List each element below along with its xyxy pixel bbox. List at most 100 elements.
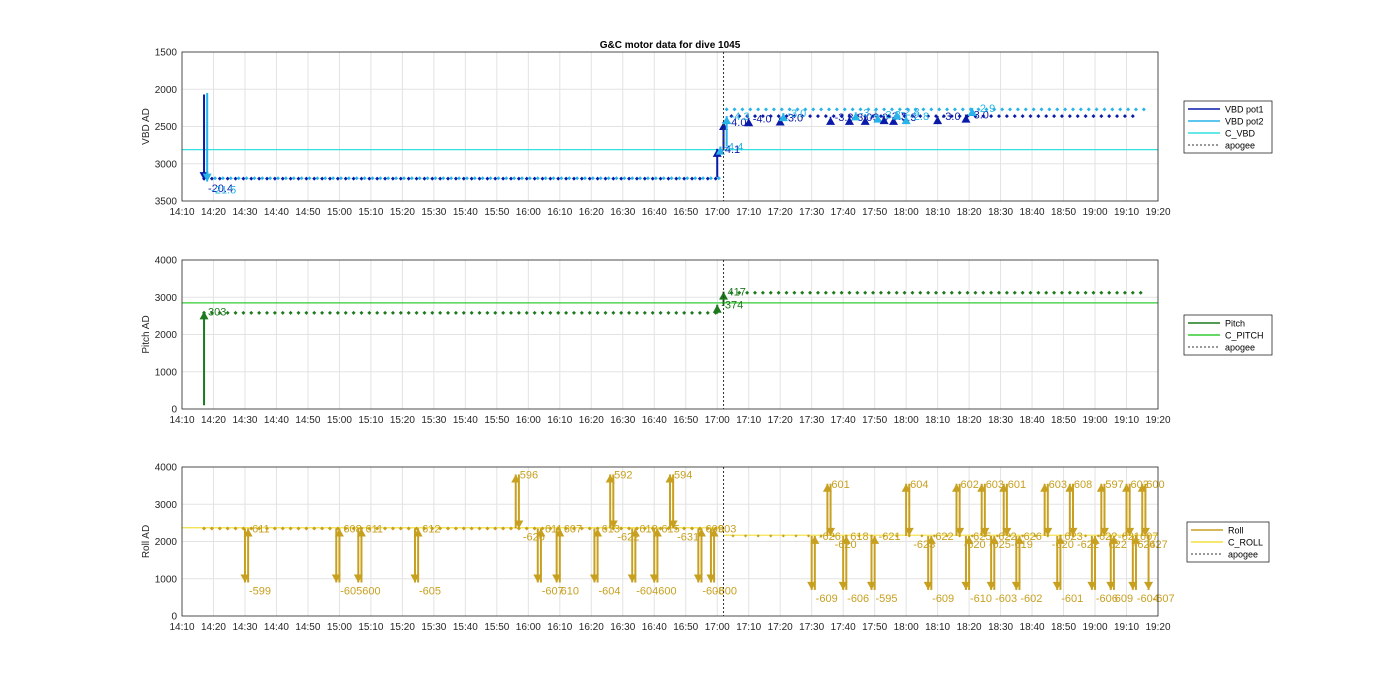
data-marker — [288, 176, 293, 181]
data-marker — [1115, 114, 1120, 119]
move-label: 607 — [564, 523, 582, 535]
data-marker — [1008, 534, 1012, 538]
data-marker — [878, 290, 883, 295]
arrow-head — [826, 116, 836, 125]
data-marker — [826, 107, 831, 112]
x-tick-label: 18:00 — [894, 207, 919, 218]
data-marker — [768, 290, 773, 295]
data-marker — [236, 176, 241, 181]
data-marker — [512, 176, 517, 181]
data-marker — [375, 176, 380, 181]
data-marker — [390, 176, 395, 181]
x-tick-label: 15:10 — [358, 207, 383, 218]
data-marker — [634, 310, 639, 315]
x-tick-label: 14:50 — [295, 415, 320, 426]
x-tick-label: 17:10 — [736, 415, 761, 426]
move-label: 626 — [1023, 531, 1041, 543]
data-marker — [685, 176, 690, 181]
data-marker — [1075, 114, 1080, 119]
data-marker — [571, 526, 576, 531]
x-tick-label: 14:20 — [201, 415, 226, 426]
data-marker — [257, 310, 262, 315]
data-marker — [926, 290, 931, 295]
x-tick-label: 19:00 — [1083, 622, 1108, 633]
data-marker — [823, 290, 828, 295]
data-marker — [949, 114, 954, 119]
arrow-head — [356, 528, 366, 537]
x-tick-label: 14:30 — [232, 415, 257, 426]
x-tick-label: 18:10 — [925, 622, 950, 633]
data-marker — [779, 107, 784, 112]
data-marker — [441, 176, 446, 181]
move-label: -626 — [819, 531, 841, 543]
data-marker — [401, 176, 406, 181]
arrow-head — [1144, 581, 1154, 590]
move-label: -4.4 — [724, 142, 743, 154]
data-marker — [422, 310, 427, 315]
data-marker — [1055, 107, 1060, 112]
data-marker — [548, 526, 553, 531]
x-tick-label: 16:30 — [610, 415, 635, 426]
x-tick-label: 16:30 — [610, 207, 635, 218]
move-label: 618 — [639, 523, 657, 535]
x-tick-label: 16:50 — [673, 415, 698, 426]
x-tick-label: 16:00 — [516, 622, 541, 633]
data-marker — [1130, 290, 1135, 295]
data-marker — [1118, 107, 1123, 112]
x-tick-label: 17:00 — [705, 207, 730, 218]
x-tick-label: 16:10 — [547, 622, 572, 633]
x-tick-label: 15:50 — [484, 207, 509, 218]
data-marker — [516, 176, 521, 181]
data-marker — [598, 176, 603, 181]
data-marker — [808, 290, 813, 295]
arrow-head — [413, 528, 423, 537]
data-marker — [795, 107, 800, 112]
data-marker — [233, 176, 238, 181]
data-marker — [1044, 290, 1049, 295]
data-marker — [559, 176, 564, 181]
y-tick-label: 3500 — [155, 197, 178, 208]
data-marker — [527, 176, 532, 181]
move-label: -3.1 — [860, 107, 879, 119]
data-marker — [937, 107, 942, 112]
data-marker — [438, 310, 443, 315]
data-marker — [217, 526, 222, 531]
data-marker — [603, 310, 608, 315]
data-marker — [918, 114, 923, 119]
x-tick-label: 17:10 — [736, 622, 761, 633]
data-marker — [367, 176, 372, 181]
x-tick-label: 15:20 — [390, 622, 415, 633]
arrow-head — [630, 528, 640, 537]
x-tick-label: 18:10 — [925, 415, 950, 426]
move-label: -604 — [1137, 593, 1159, 605]
arrow-head — [199, 311, 209, 320]
data-marker — [304, 176, 309, 181]
data-marker — [590, 176, 595, 181]
data-marker — [280, 526, 285, 531]
move-label: 622 — [935, 531, 953, 543]
arrow-head — [955, 527, 965, 536]
legend-label: Roll — [1228, 526, 1244, 536]
data-marker — [217, 310, 222, 315]
data-marker — [792, 290, 797, 295]
legend-label: VBD pot1 — [1225, 105, 1264, 115]
x-tick-label: 18:10 — [925, 207, 950, 218]
x-tick-label: 16:40 — [642, 622, 667, 633]
move-label: 604 — [910, 479, 928, 491]
data-marker — [556, 310, 561, 315]
move-label: 600 — [362, 585, 380, 597]
data-marker — [658, 310, 663, 315]
move-label: 597 — [1105, 479, 1123, 491]
data-marker — [351, 310, 356, 315]
move-label: 601 — [831, 479, 849, 491]
data-marker — [509, 176, 514, 181]
y-axis-label: Roll AD — [141, 525, 152, 558]
panel-3: 14:10 14:20 14:30 14:40 14:50 15:00 15:10 15:20… — [141, 463, 1270, 633]
data-marker — [1110, 107, 1115, 112]
x-tick-label: 14:30 — [232, 207, 257, 218]
data-marker — [1086, 107, 1091, 112]
data-marker — [1121, 534, 1125, 538]
data-marker — [713, 176, 718, 181]
y-tick-label: 4000 — [155, 256, 178, 267]
x-tick-label: 19:00 — [1083, 415, 1108, 426]
